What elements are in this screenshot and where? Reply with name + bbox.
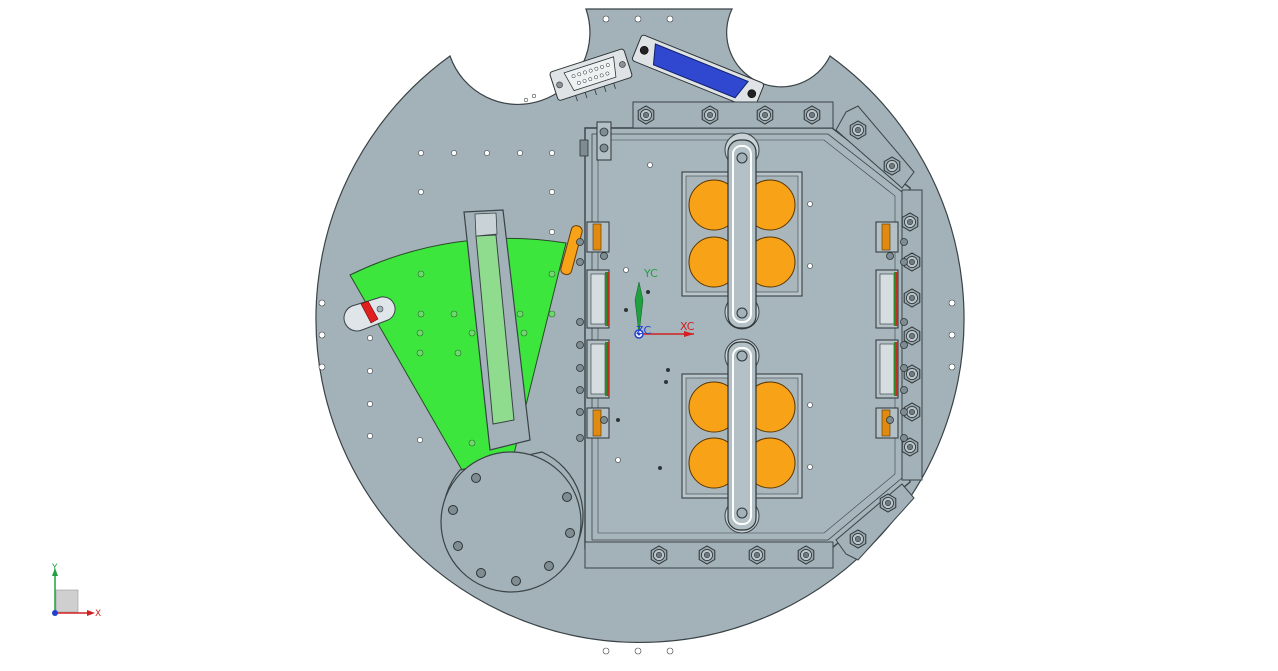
hub-bolts: [448, 473, 575, 586]
slot-bracket[interactable]: [560, 225, 584, 276]
hex-nut: [849, 529, 867, 549]
hex-nut: [883, 156, 901, 176]
screw: [900, 238, 908, 246]
small-hole: [367, 368, 373, 374]
screw: [900, 434, 908, 442]
small-hole: [549, 229, 555, 235]
wcs-y-label: YC: [643, 267, 658, 280]
frame-dark-dots: [616, 290, 670, 470]
screw: [600, 416, 608, 424]
screw: [900, 258, 908, 266]
side-clamp: [875, 269, 899, 329]
screw: [900, 341, 908, 349]
screw: [576, 408, 584, 416]
hex-nut: [748, 545, 766, 565]
hex-nut: [797, 545, 815, 565]
small-hole: [549, 189, 555, 195]
db25-connector[interactable]: [631, 34, 765, 110]
screw: [576, 258, 584, 266]
index-marker[interactable]: [343, 296, 396, 332]
screw: [900, 386, 908, 394]
small-hole: [451, 150, 457, 156]
screw: [600, 252, 608, 260]
arm-slot[interactable]: [463, 209, 531, 451]
screw: [900, 408, 908, 416]
hex-nut: [901, 212, 919, 232]
side-clamp: [586, 269, 610, 329]
hex-nut: [849, 120, 867, 140]
hex-nut: [903, 402, 921, 422]
screw: [576, 238, 584, 246]
screw: [576, 434, 584, 442]
triad-x-label: X: [95, 609, 101, 619]
small-hole: [418, 189, 424, 195]
hex-nut: [698, 545, 716, 565]
rotary-hub[interactable]: [440, 451, 584, 593]
screw: [886, 416, 894, 424]
hex-nut: [903, 326, 921, 346]
side-clamps: [576, 221, 908, 442]
hex-nut: [637, 105, 655, 125]
small-hole: [418, 150, 424, 156]
screw: [576, 386, 584, 394]
small-hole: [417, 437, 423, 443]
small-hole: [517, 150, 523, 156]
sector-holes: [416, 270, 556, 447]
frame-holes: [615, 162, 813, 470]
hex-nut: [879, 493, 897, 513]
mounting-holes: [318, 15, 956, 655]
db15-connector[interactable]: [549, 48, 634, 106]
small-hole: [367, 433, 373, 439]
clamp-bar-upper[interactable]: [724, 132, 760, 330]
corner-bracket[interactable]: [579, 121, 612, 161]
screw: [900, 318, 908, 326]
screw: [576, 364, 584, 372]
screw: [576, 341, 584, 349]
clamp-bar-lower[interactable]: [724, 338, 760, 534]
hex-nut: [701, 105, 719, 125]
side-clamp: [875, 221, 899, 253]
screw: [886, 252, 894, 260]
small-hole: [367, 401, 373, 407]
hex-nut: [650, 545, 668, 565]
side-clamp: [875, 407, 899, 439]
small-hole: [367, 335, 373, 341]
top-clamp-rail[interactable]: [632, 101, 834, 129]
hole-grid: [367, 150, 555, 443]
side-clamp: [586, 221, 610, 253]
hex-nuts: [637, 105, 921, 565]
wcs-x-label: XC: [680, 320, 695, 333]
small-hole: [549, 150, 555, 156]
screw: [900, 364, 908, 372]
triad-y-label: Y: [51, 563, 58, 573]
side-clamp: [586, 339, 610, 399]
screw: [576, 318, 584, 326]
side-clamp: [875, 339, 899, 399]
small-hole: [484, 150, 490, 156]
hex-nut: [803, 105, 821, 125]
view-triad[interactable]: Y X: [51, 563, 101, 619]
wcs-z-label: ZC: [636, 324, 652, 337]
wcs-origin: YC XC ZC: [634, 267, 695, 339]
hex-nut: [901, 437, 919, 457]
hex-nut: [903, 288, 921, 308]
side-clamp: [586, 407, 610, 439]
hex-nut: [756, 105, 774, 125]
